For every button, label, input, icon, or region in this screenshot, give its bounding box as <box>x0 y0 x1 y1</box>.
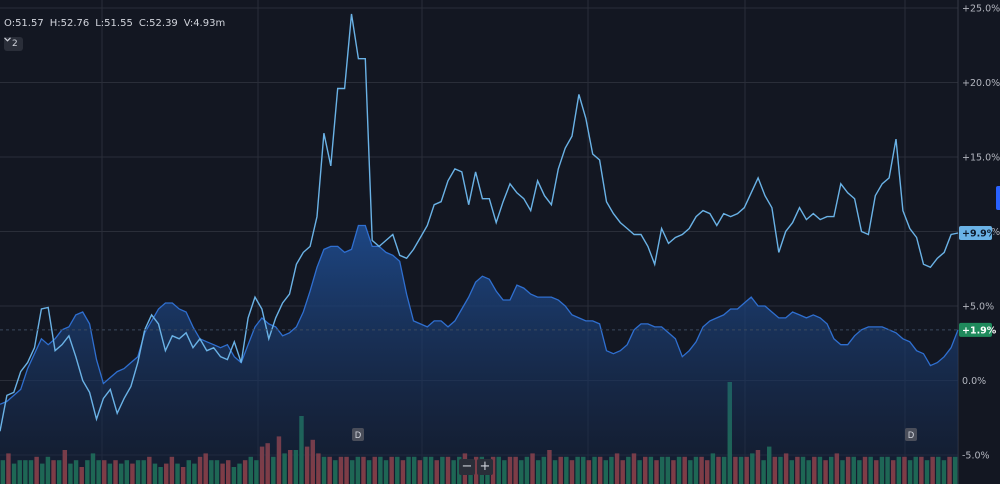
dividend-marker-label: D <box>908 431 915 441</box>
dividend-marker[interactable] <box>352 428 364 441</box>
zoom-in-button[interactable]: + <box>477 459 493 475</box>
last-value-badge <box>959 322 992 337</box>
dividend-marker-label: D <box>355 431 362 441</box>
last-value-label: +9.9% <box>962 228 997 239</box>
ohlc-open: O:51.57 <box>4 18 44 29</box>
ohlc-readout: O:51.57 H:52.76 L:51.55 C:52.39 V:4.93m <box>4 18 225 29</box>
zoom-out-button[interactable]: − <box>459 459 475 475</box>
dividend-marker[interactable] <box>905 428 917 441</box>
y-tick-label: -5.0% <box>962 451 990 462</box>
ohlc-volume: V:4.93m <box>183 18 226 29</box>
scale-handle[interactable] <box>996 186 1000 210</box>
y-tick-label: +20.0% <box>962 78 1000 89</box>
y-tick-label: +5.0% <box>962 302 994 313</box>
ohlc-close: C:52.39 <box>138 18 178 29</box>
y-tick-label: +25.0% <box>962 4 1000 15</box>
ohlc-low: L:51.55 <box>95 18 133 29</box>
area-series-line <box>0 224 959 405</box>
legend-count: 2 <box>12 39 18 49</box>
legend-toggle-button[interactable]: 2 <box>4 37 23 51</box>
area-series-fill <box>0 225 958 484</box>
y-tick-label: 0.0% <box>962 376 986 387</box>
y-tick-label: +15.0% <box>962 153 1000 164</box>
line-series <box>0 13 959 432</box>
ohlc-high: H:52.76 <box>49 18 90 29</box>
last-value-label: +1.9% <box>962 325 997 336</box>
zoom-controls: − + <box>459 459 493 475</box>
last-value-badge <box>959 225 992 240</box>
